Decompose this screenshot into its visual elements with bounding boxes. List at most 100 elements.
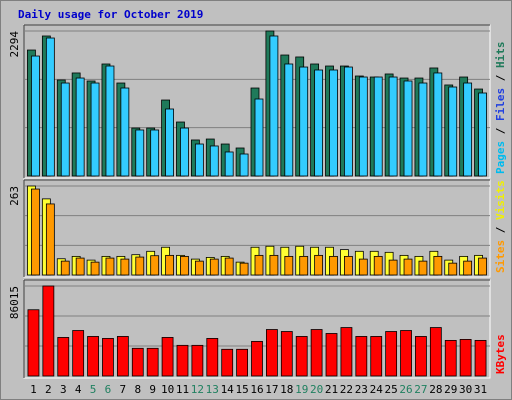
bar — [161, 337, 174, 377]
bar — [403, 80, 413, 177]
legend-separator: / — [494, 121, 507, 141]
bar — [131, 347, 144, 377]
x-tick-label: 10 — [161, 383, 174, 396]
bar — [120, 87, 130, 177]
x-tick-label: 18 — [280, 383, 293, 396]
bar — [221, 348, 234, 377]
x-tick-label: 9 — [149, 383, 156, 396]
bar — [165, 254, 174, 276]
x-tick-label: 2 — [45, 383, 52, 396]
legend-entry: Sites — [494, 240, 507, 273]
y-tick-label: 2294 — [8, 31, 21, 58]
bar — [444, 339, 457, 377]
bar — [340, 327, 353, 377]
legend-separator: / — [494, 68, 507, 88]
bar — [299, 255, 309, 276]
bar — [433, 72, 443, 177]
bar — [87, 336, 99, 377]
bar — [373, 76, 383, 177]
bar — [329, 255, 338, 276]
bar — [329, 69, 338, 177]
bar — [209, 145, 219, 177]
x-tick-label: 27 — [414, 383, 427, 396]
bar — [90, 261, 100, 276]
bar — [146, 347, 159, 377]
bar — [284, 255, 294, 276]
bar — [224, 257, 234, 276]
bar — [72, 330, 85, 377]
bar — [150, 255, 160, 276]
x-tick-label: 3 — [60, 383, 67, 396]
bar — [194, 260, 204, 276]
bar — [120, 258, 130, 276]
x-tick-label: 8 — [134, 383, 141, 396]
bar — [463, 260, 473, 276]
bar — [90, 82, 100, 177]
bar — [239, 262, 249, 276]
bar — [266, 329, 278, 377]
bar — [105, 257, 115, 276]
bar — [373, 255, 383, 276]
x-tick-label: 12 — [191, 383, 204, 396]
bar — [31, 55, 40, 177]
bar — [463, 82, 473, 177]
bar — [299, 66, 309, 177]
bar — [344, 66, 353, 177]
bar — [429, 327, 442, 377]
x-tick-label: 6 — [105, 383, 112, 396]
bar — [474, 339, 487, 377]
chart-title: Daily usage for October 2019 — [18, 8, 203, 21]
bar — [150, 129, 160, 177]
legend-entry: Visits — [494, 180, 507, 220]
legend-entry: Hits — [494, 42, 507, 69]
bar — [385, 331, 398, 377]
bar — [165, 108, 174, 177]
bar — [388, 259, 398, 276]
x-tick-label: 7 — [120, 383, 127, 396]
legend: KBytes — [494, 334, 507, 374]
legend-entry: KBytes — [494, 334, 507, 374]
bar — [31, 188, 40, 276]
bar — [75, 257, 85, 276]
legend-entry: Files — [494, 88, 507, 121]
x-tick-label: 31 — [474, 383, 487, 396]
bar — [254, 254, 264, 276]
x-tick-label: 16 — [250, 383, 263, 396]
x-tick-label: 22 — [340, 383, 353, 396]
bar — [325, 333, 338, 377]
bar — [314, 254, 324, 276]
bar — [236, 348, 248, 377]
bar — [60, 82, 70, 177]
x-tick-label: 23 — [355, 383, 368, 396]
bar — [60, 260, 70, 276]
x-tick-label: 14 — [221, 383, 235, 396]
bar — [102, 338, 114, 377]
bar — [135, 129, 145, 177]
bar — [239, 153, 249, 177]
x-tick-label: 1 — [30, 383, 37, 396]
bar — [310, 329, 323, 377]
bar — [314, 69, 324, 177]
x-tick-label: 11 — [176, 383, 189, 396]
bar — [57, 337, 70, 377]
bar — [191, 344, 204, 377]
legend: Sites / Visits — [494, 180, 507, 273]
bar — [478, 92, 487, 177]
bar — [206, 338, 219, 377]
bar — [415, 336, 427, 377]
x-tick-label: 13 — [206, 383, 219, 396]
bar — [27, 309, 40, 377]
x-tick-label: 30 — [459, 383, 472, 396]
bar — [358, 258, 368, 276]
legend: Pages / Files / Hits — [494, 42, 507, 175]
bar — [344, 255, 353, 276]
x-tick-label: 4 — [75, 383, 82, 396]
x-tick-label: 29 — [444, 383, 457, 396]
bar — [403, 258, 413, 276]
x-tick-label: 28 — [429, 383, 442, 396]
x-tick-label: 24 — [370, 383, 384, 396]
bar — [280, 331, 293, 377]
bar — [45, 37, 55, 177]
